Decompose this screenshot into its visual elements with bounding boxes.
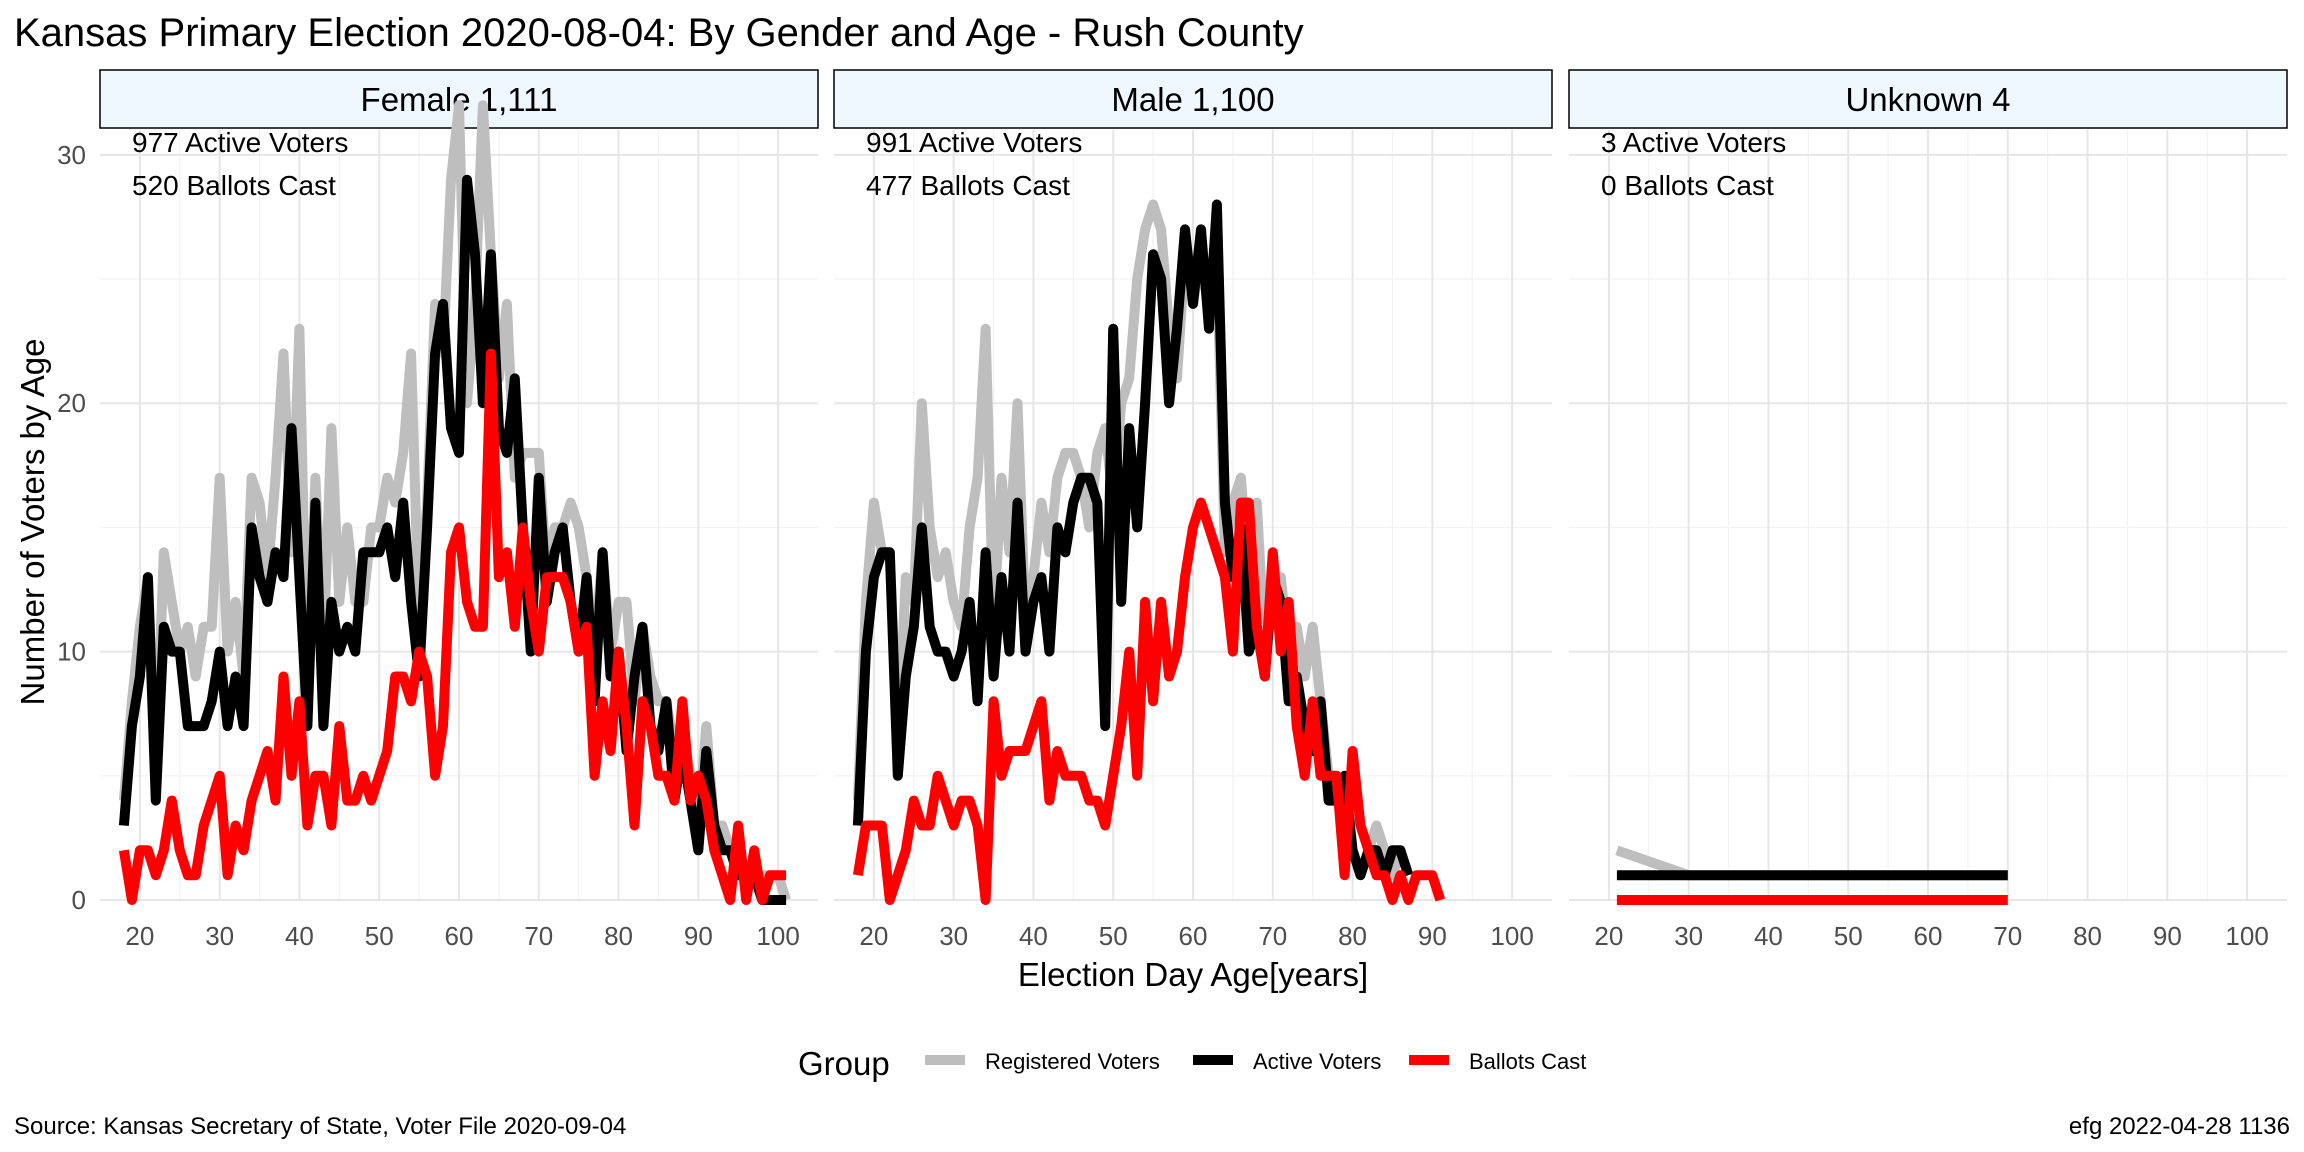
- panel-annotation: 3 Active Voters: [1601, 127, 1786, 158]
- panel-annotation: 0 Ballots Cast: [1601, 170, 1774, 201]
- x-tick-label: 70: [1258, 921, 1287, 951]
- x-tick-label: 80: [1338, 921, 1367, 951]
- x-tick-label: 60: [1179, 921, 1208, 951]
- y-tick-label: 0: [72, 885, 86, 915]
- y-tick-label: 30: [57, 140, 86, 170]
- y-tick-label: 10: [57, 637, 86, 667]
- legend-item-active-voters: Active Voters: [1193, 1049, 1381, 1074]
- legend: Group Registered Voters Active Voters Ball…: [798, 1045, 1586, 1082]
- legend-label-ballots-cast: Ballots Cast: [1469, 1049, 1586, 1074]
- x-tick-label: 80: [2073, 921, 2102, 951]
- x-tick-label: 20: [859, 921, 888, 951]
- panel-annotation: 977 Active Voters: [132, 127, 348, 158]
- legend-title: Group: [798, 1045, 890, 1082]
- x-tick-label: 50: [1099, 921, 1128, 951]
- x-tick-label: 60: [445, 921, 474, 951]
- x-tick-label: 30: [1674, 921, 1703, 951]
- source-note: Source: Kansas Secretary of State, Voter…: [14, 1113, 626, 1140]
- panel-annotation: 991 Active Voters: [866, 127, 1082, 158]
- legend-label-active-voters: Active Voters: [1253, 1049, 1381, 1074]
- x-tick-label: 40: [1754, 921, 1783, 951]
- x-tick-label: 80: [604, 921, 633, 951]
- x-tick-label: 60: [1914, 921, 1943, 951]
- facet-panel-3: Unknown 4 3 Active Voters 0 Ballots Cast 20…: [1568, 69, 2288, 951]
- y-axis-label: Number of Voters by Age: [14, 339, 51, 706]
- facet-strip-label: Male 1,100: [1111, 81, 1274, 118]
- x-tick-label: 40: [285, 921, 314, 951]
- x-tick-label: 30: [205, 921, 234, 951]
- facet-strip-label: Unknown 4: [1845, 81, 2010, 118]
- x-tick-label: 70: [1993, 921, 2022, 951]
- x-tick-label: 40: [1019, 921, 1048, 951]
- chart-title: Kansas Primary Election 2020-08-04: By G…: [14, 11, 1304, 55]
- x-tick-label: 20: [1594, 921, 1623, 951]
- x-tick-label: 90: [1418, 921, 1447, 951]
- x-axis-label: Election Day Age[years]: [1018, 956, 1368, 993]
- facet-panel-2: Male 1,100 991 Active Voters 477 Ballots C…: [833, 69, 1553, 951]
- x-tick-label: 30: [939, 921, 968, 951]
- timestamp-note: efg 2022-04-28 1136: [2069, 1113, 2290, 1140]
- y-tick-label: 20: [57, 388, 86, 418]
- facet-strip: [833, 69, 1553, 129]
- x-tick-label: 20: [125, 921, 154, 951]
- series-line-ballots-cast: [852, 497, 1446, 905]
- facet-strip: [1568, 69, 2288, 129]
- panel-annotation: 477 Ballots Cast: [866, 170, 1070, 201]
- panel-annotation: 520 Ballots Cast: [132, 170, 336, 201]
- series-line-registered-voters: [852, 199, 1406, 881]
- x-tick-label: 100: [1490, 921, 1533, 951]
- x-tick-label: 70: [524, 921, 553, 951]
- legend-item-ballots-cast: Ballots Cast: [1409, 1049, 1586, 1074]
- x-tick-label: 90: [2153, 921, 2182, 951]
- x-tick-label: 50: [1834, 921, 1863, 951]
- legend-item-registered-voters: Registered Voters: [925, 1049, 1160, 1074]
- series-line-ballots-cast: [118, 348, 787, 905]
- legend-label-registered-voters: Registered Voters: [985, 1049, 1160, 1074]
- x-tick-label: 50: [365, 921, 394, 951]
- x-tick-label: 100: [2225, 921, 2268, 951]
- x-tick-label: 90: [684, 921, 713, 951]
- x-tick-label: 100: [756, 921, 799, 951]
